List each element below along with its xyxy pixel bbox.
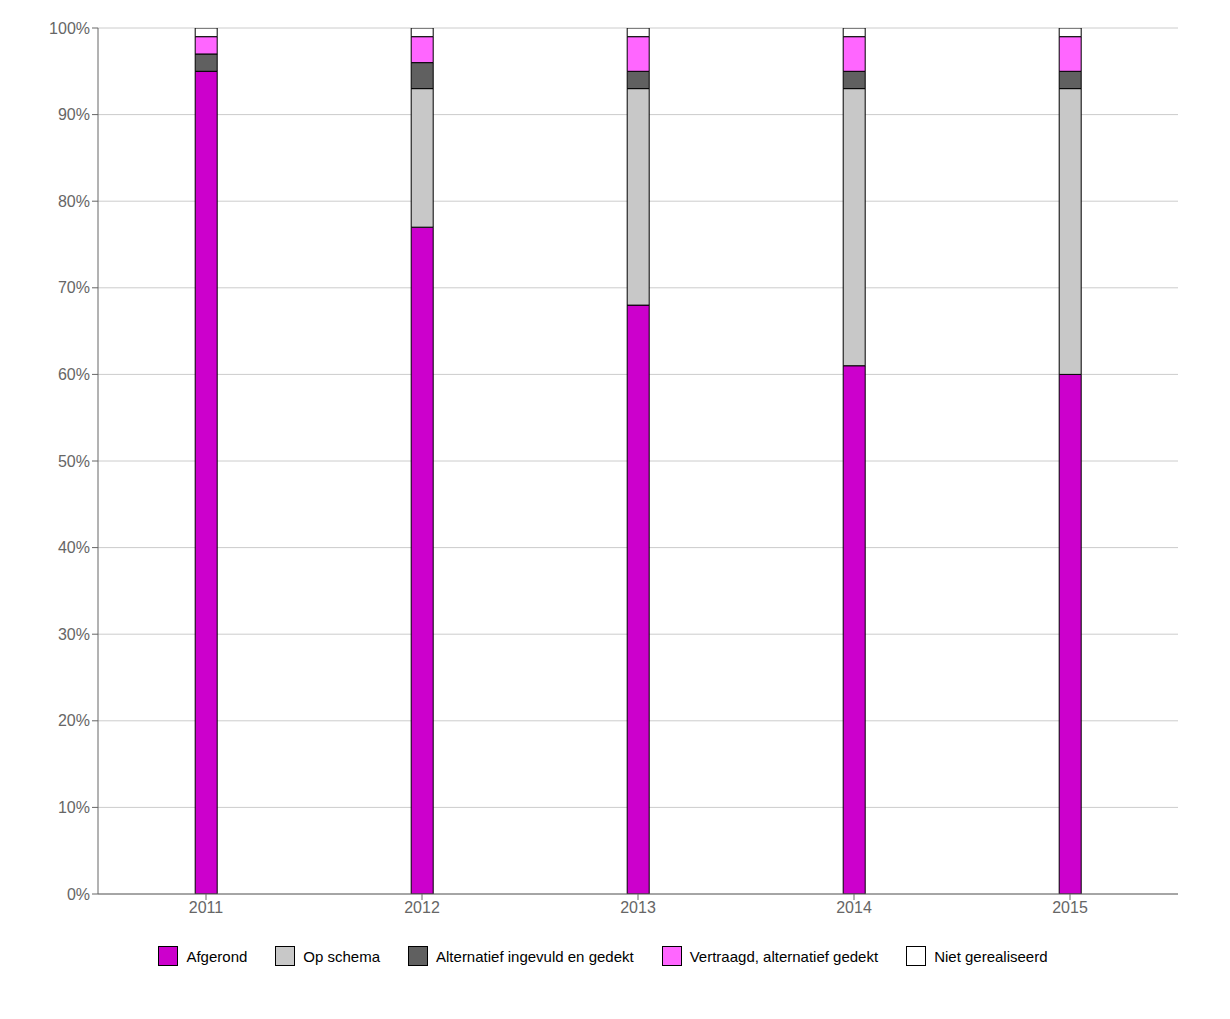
html-text:Op schema: Op schema bbox=[303, 947, 380, 965]
svg-text:90%: 90% bbox=[58, 106, 90, 123]
svg-text:60%: 60% bbox=[58, 366, 90, 383]
svg-text:2015: 2015 bbox=[1052, 899, 1088, 916]
svg-text:80%: 80% bbox=[58, 193, 90, 210]
html-text:Afgerond: Afgerond bbox=[186, 947, 248, 965]
svg-text:40%: 40% bbox=[58, 539, 90, 556]
svg-text:2011: 2011 bbox=[189, 899, 224, 916]
svg-text:30%: 30% bbox=[58, 626, 90, 643]
html-text:Alternatief ingevuld en gedekt: Alternatief ingevuld en gedekt bbox=[436, 947, 634, 965]
svg-text:20%: 20% bbox=[58, 712, 90, 729]
svg-text:2013: 2013 bbox=[620, 899, 656, 916]
html-text:Niet gerealiseerd: Niet gerealiseerd bbox=[934, 947, 1048, 965]
html-text:Vertraagd, alternatief gedekt: Vertraagd, alternatief gedekt bbox=[689, 947, 879, 965]
svg-text:50%: 50% bbox=[58, 453, 90, 470]
svg-text:2014: 2014 bbox=[836, 899, 872, 916]
svg-text:10%: 10% bbox=[58, 799, 90, 816]
svg-text:100%: 100% bbox=[49, 20, 90, 37]
svg-text:0%: 0% bbox=[67, 886, 90, 903]
svg-text:70%: 70% bbox=[58, 279, 90, 296]
svg-text:2012: 2012 bbox=[404, 899, 440, 916]
